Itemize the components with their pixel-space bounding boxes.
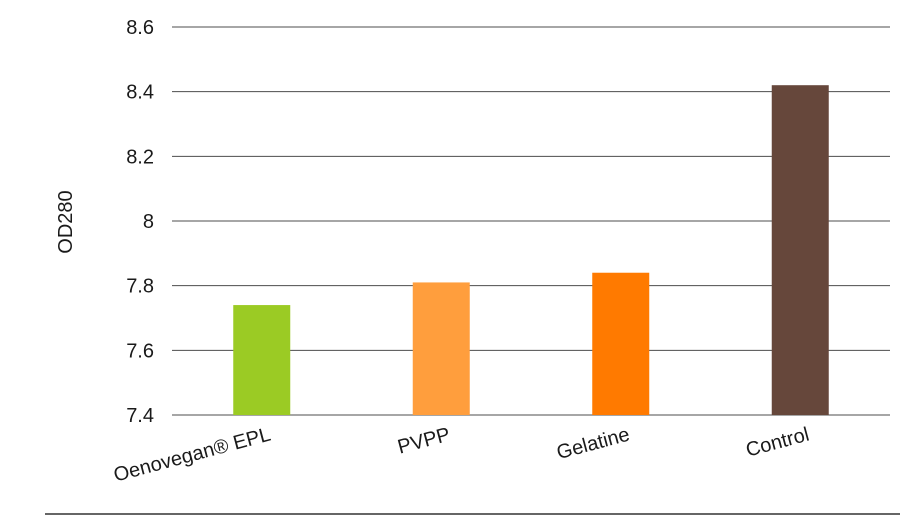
- y-tick-label: 7.8: [126, 276, 154, 298]
- y-tick-label: 7.6: [126, 340, 154, 362]
- y-axis-title: OD280: [55, 190, 77, 253]
- y-tick-label: 8.4: [126, 82, 154, 104]
- y-tick-label: 8: [143, 211, 154, 233]
- x-category-label: PVPP: [395, 424, 452, 459]
- y-tick-label: 8.2: [126, 146, 154, 168]
- y-axis-tick-labels: 7.4 7.6 7.8 8 8.2 8.4 8.6: [126, 17, 154, 427]
- bar: [233, 305, 291, 415]
- bar: [412, 282, 470, 415]
- x-axis-category-labels: Oenovegan® EPL PVPP Gelatine Control: [111, 424, 811, 487]
- bar: [771, 85, 829, 415]
- x-category-label: Gelatine: [554, 424, 632, 465]
- x-category-label: Control: [744, 424, 812, 462]
- bar: [592, 272, 650, 415]
- x-category-label: Oenovegan® EPL: [111, 424, 273, 487]
- gridlines: [172, 26, 890, 416]
- y-tick-label: 8.6: [126, 17, 154, 39]
- y-tick-label: 7.4: [126, 405, 154, 427]
- bars: [233, 85, 829, 415]
